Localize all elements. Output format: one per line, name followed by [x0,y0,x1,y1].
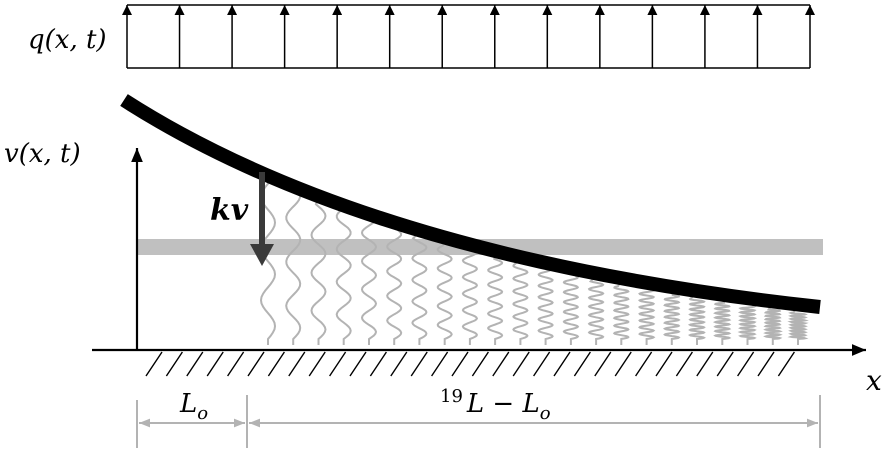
spring [512,258,529,345]
dim-label-lo: Lo [179,389,208,424]
spring [662,288,681,345]
dim-label-l-minus-lo: 19 L − Lo [440,386,551,424]
hatch-line [410,351,428,377]
spring [763,302,783,345]
spring [386,223,403,345]
hatch-line [451,351,469,377]
hatch-line [206,351,224,377]
dim-label-main: L − L [466,389,540,419]
hatch-line [390,351,408,377]
spring-force-arrow [250,172,274,266]
spring [335,206,352,345]
hatch-line [614,351,632,377]
x-axis-label: x [866,364,882,397]
elastic-foundation-springs [259,177,809,345]
spring [737,299,758,345]
hatch-line [145,351,163,377]
hatch-line [369,351,387,377]
spring [461,245,479,345]
spring [285,187,302,345]
spring [486,252,504,345]
dimension-lines [136,395,821,448]
deflected-beam [120,94,821,314]
spring [310,197,327,345]
hatch-line [757,351,775,377]
hatch-line [512,351,530,377]
hatch-line [635,351,653,377]
hatch-line [227,351,245,377]
spring [687,292,706,345]
deflection-label: v(x, t) [4,139,81,169]
distributed-load [122,4,815,69]
spring [436,239,453,345]
dim-label-sub: o [540,403,551,424]
spring [562,269,580,345]
spring [259,177,277,345]
hatch-line [431,351,449,377]
hatch-line [329,351,347,377]
dim-label-lo-main: L [179,389,197,419]
hatch-line [288,351,306,377]
spring-force-label: kv [210,193,249,228]
hatch-line [655,351,673,377]
ground-hatching [145,351,795,377]
hatch-line [777,351,795,377]
dim-label-lo-sub: o [197,403,208,424]
spring [712,296,732,345]
spring [612,279,630,345]
spring [587,274,605,345]
dim-label-superscript: 19 [440,386,463,407]
load-label: q(x, t) [28,25,107,55]
hatch-line [675,351,693,377]
hatch-line [471,351,489,377]
hatch-line [492,351,510,377]
hatch-line [737,351,755,377]
hatch-line [573,351,591,377]
hatch-line [267,351,285,377]
hatch-line [165,351,183,377]
hatch-line [594,351,612,377]
spring [787,305,809,345]
hatch-line [696,351,714,377]
hatch-line [186,351,204,377]
spring [360,215,378,345]
hatch-line [553,351,571,377]
hatch-line [247,351,265,377]
spring [411,231,428,345]
hatch-line [349,351,367,377]
spring [537,264,554,345]
down-arrow-icon [250,244,274,266]
spring [637,284,656,345]
hatch-line [308,351,326,377]
hatch-line [716,351,734,377]
hatch-line [533,351,551,377]
